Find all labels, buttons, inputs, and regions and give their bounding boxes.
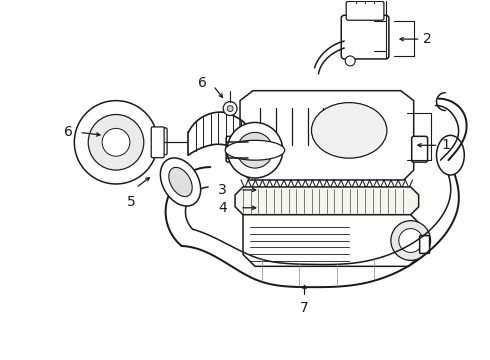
Ellipse shape [312, 103, 387, 158]
Text: 1: 1 [441, 138, 450, 152]
Circle shape [227, 105, 233, 112]
FancyBboxPatch shape [151, 127, 164, 158]
Circle shape [74, 100, 158, 184]
FancyBboxPatch shape [226, 136, 242, 162]
Text: 5: 5 [126, 195, 135, 209]
Text: 7: 7 [300, 301, 309, 315]
Text: 2: 2 [422, 32, 431, 46]
Circle shape [88, 114, 144, 170]
Circle shape [227, 122, 283, 178]
Ellipse shape [225, 140, 285, 160]
Circle shape [247, 142, 263, 158]
FancyBboxPatch shape [341, 15, 389, 59]
Text: 4: 4 [219, 201, 227, 215]
Circle shape [399, 229, 422, 252]
Circle shape [391, 221, 431, 260]
Text: 3: 3 [219, 183, 227, 197]
Circle shape [223, 102, 237, 116]
FancyBboxPatch shape [419, 235, 430, 253]
Circle shape [345, 56, 355, 66]
FancyBboxPatch shape [412, 136, 428, 162]
Ellipse shape [169, 167, 192, 197]
Polygon shape [240, 91, 414, 180]
Ellipse shape [160, 158, 200, 206]
Text: 6: 6 [198, 76, 207, 90]
Text: 6: 6 [65, 125, 74, 139]
Polygon shape [235, 187, 418, 215]
FancyBboxPatch shape [346, 1, 384, 20]
Circle shape [102, 129, 130, 156]
Ellipse shape [437, 135, 465, 175]
Polygon shape [243, 215, 420, 266]
Circle shape [237, 132, 273, 168]
FancyBboxPatch shape [154, 128, 167, 155]
